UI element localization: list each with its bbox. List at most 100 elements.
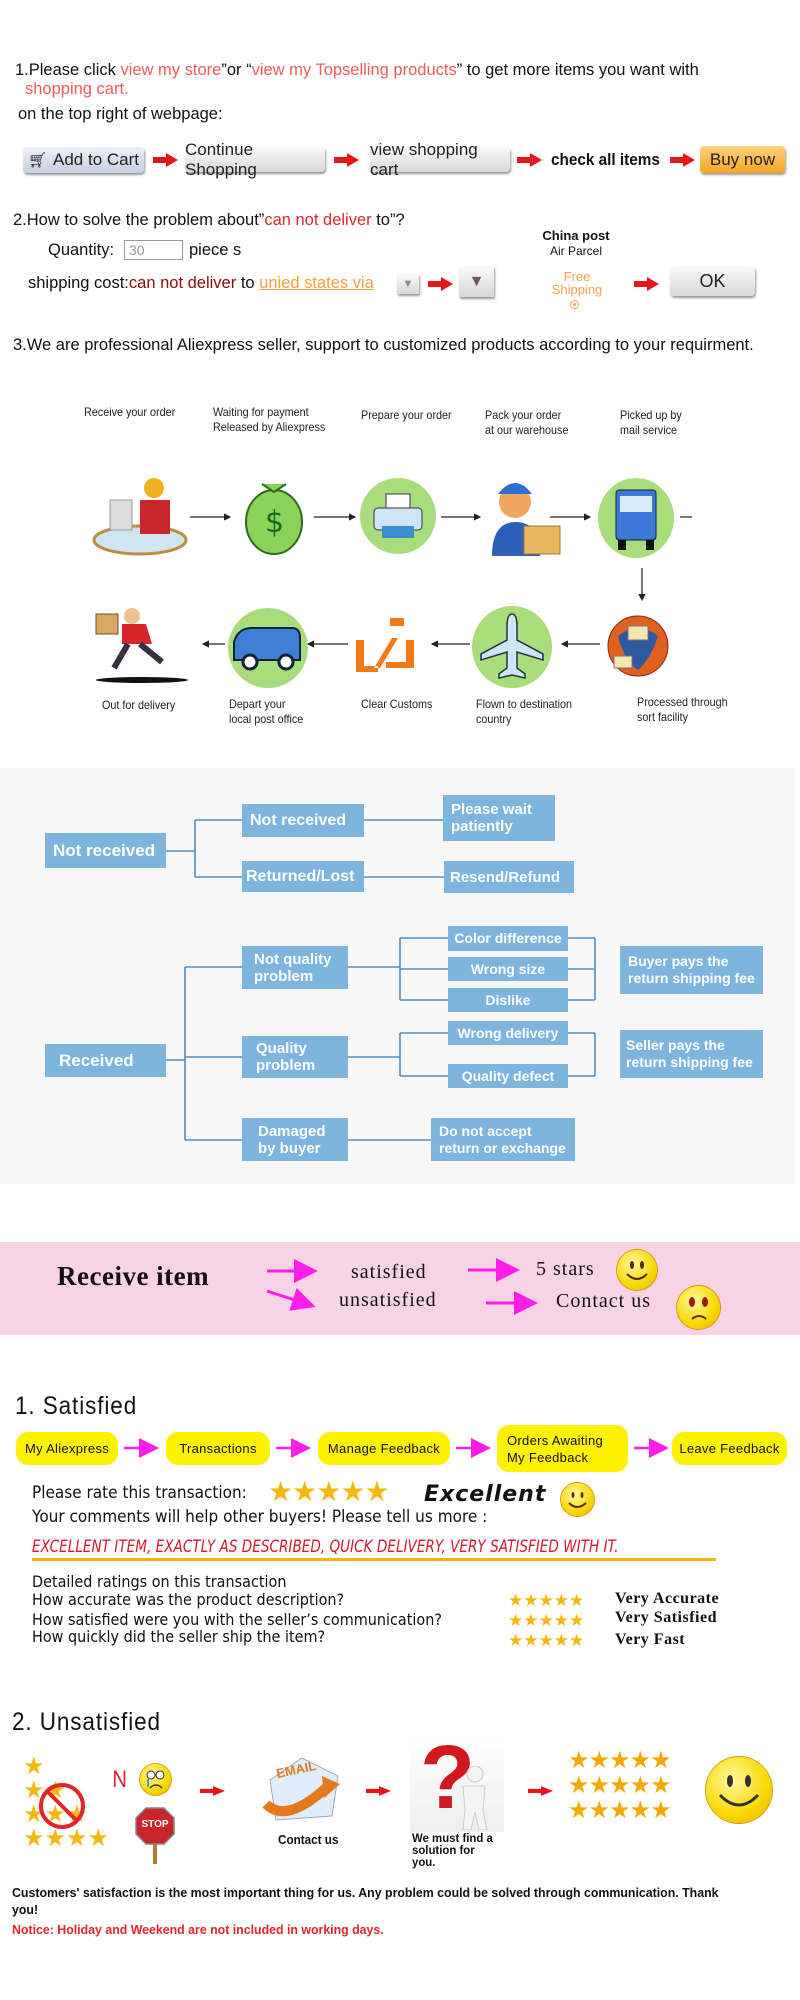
- satisfied-title: 1. Satisfied: [15, 1392, 138, 1420]
- unsatisfied-title: 2. Unsatisfied: [12, 1708, 161, 1736]
- quantity-unit: piece s: [189, 241, 242, 259]
- step-leave-feedback[interactable]: Leave Feedback: [672, 1432, 787, 1465]
- banner-arrows: [266, 1258, 538, 1315]
- courier-icon: [92, 604, 192, 686]
- shipping-radio[interactable]: [570, 300, 579, 309]
- answer: Very Accurate: [615, 1590, 720, 1607]
- n-letter: N: [112, 1766, 128, 1793]
- unsatisfied-text: unsatisfied: [339, 1289, 437, 1311]
- arrow-icon: [528, 1786, 570, 1796]
- node-please-wait: Please wait patiently: [443, 795, 555, 841]
- contact-us-text: Contact us: [556, 1290, 651, 1312]
- arrow-icon: [366, 1786, 408, 1796]
- view-my-store-link[interactable]: view my store: [120, 61, 222, 79]
- rating-stars[interactable]: ★★★★★: [268, 1476, 390, 1507]
- truck-icon: [598, 478, 674, 558]
- detailed-heading: Detailed ratings on this transaction: [32, 1572, 287, 1591]
- rating-stars-small: ★★★★★: [508, 1611, 585, 1630]
- node-damaged-by-buyer: Damaged by buyer: [242, 1118, 348, 1161]
- rate-label: Please rate this transaction:: [32, 1483, 247, 1503]
- tree-connectors: [166, 819, 596, 1141]
- node-not-quality-problem: Not quality problem: [242, 946, 348, 989]
- topselling-link[interactable]: view my Topselling products: [251, 61, 457, 79]
- node-not-received: Not received: [242, 804, 364, 837]
- feedback-text[interactable]: EXCELLENT ITEM, EXACTLY AS DESCRIBED, QU…: [32, 1537, 619, 1557]
- node-resend-refund: Resend/Refund: [444, 861, 574, 893]
- carrier-name: China post: [542, 228, 610, 243]
- step-arrows: [124, 1438, 669, 1458]
- printer-icon: [360, 478, 436, 554]
- customs-icon: [352, 612, 422, 682]
- node-wrong-delivery: Wrong delivery: [448, 1021, 568, 1045]
- arrow-icon: [428, 277, 454, 291]
- arrow-icon: [153, 153, 179, 167]
- question: How satisfied were you with the seller’s…: [32, 1610, 442, 1629]
- notice-text: Notice: Holiday and Weekend are not incl…: [12, 1922, 384, 1937]
- node-returned-lost: Returned/Lost: [242, 861, 364, 892]
- arrow-icon: [634, 277, 660, 291]
- carrier-service: Air Parcel: [549, 244, 602, 258]
- process-arrows: [190, 513, 692, 648]
- step-label: Flown to destination country: [476, 697, 573, 726]
- quantity-input[interactable]: [124, 240, 183, 260]
- step-my-aliexpress[interactable]: My Aliexpress: [16, 1432, 118, 1465]
- person-computer-icon: [92, 470, 192, 562]
- dropdown-small-icon[interactable]: ▼: [397, 274, 419, 294]
- node-quality-defect: Quality defect: [448, 1064, 568, 1088]
- crying-face-icon: [140, 1764, 171, 1795]
- node-buyer-pays: Buyer pays the return shipping fee: [620, 946, 763, 994]
- globe-mail-icon: [602, 606, 674, 686]
- shopping-cart-text: shopping cart.: [25, 80, 129, 98]
- buy-now-button[interactable]: Buy now: [700, 146, 785, 173]
- instruction-line-2: on the top right of webpage:: [18, 105, 223, 123]
- question: How accurate was the product description…: [32, 1590, 345, 1609]
- section3-title: 3.We are professional Aliexpress seller,…: [13, 336, 754, 354]
- node-dislike: Dislike: [448, 988, 568, 1012]
- rating-stars-small: ★★★★★: [508, 1591, 585, 1610]
- node-wrong-size: Wrong size: [448, 957, 568, 981]
- step-label: Out for delivery: [102, 698, 176, 712]
- step-label: Processed through sort facility: [637, 695, 728, 724]
- comments-prompt: Your comments will help other buyers! Pl…: [32, 1507, 488, 1527]
- smiley-face-icon: [561, 1483, 594, 1516]
- step-label: Pack your order at our warehouse: [485, 408, 569, 437]
- check-all-items-text: check all items: [551, 150, 660, 169]
- rating-word: Excellent: [424, 1482, 547, 1507]
- arrow-icon: [334, 153, 360, 167]
- shipping-cost-line: shipping cost:can not deliver to unied s…: [28, 274, 374, 292]
- shipping-method-link[interactable]: unied states via: [259, 274, 374, 292]
- step-manage-feedback[interactable]: Manage Feedback: [318, 1432, 450, 1465]
- feedback-underline: [32, 1558, 716, 1561]
- van-icon: [228, 608, 308, 688]
- arrow-icon: [200, 1786, 242, 1796]
- node-seller-pays: Seller pays the return shipping fee: [620, 1030, 763, 1078]
- dropdown-large-icon[interactable]: ▼: [459, 266, 494, 297]
- question: How quickly did the seller ship the item…: [32, 1627, 326, 1646]
- footer-text: Customers' satisfaction is the most impo…: [12, 1885, 719, 1917]
- step-label: Receive your order: [84, 405, 176, 419]
- airplane-icon: [472, 606, 552, 688]
- free-shipping-text: Free Shipping: [551, 269, 603, 297]
- add-to-cart-button[interactable]: 🛒︎ Add to Cart: [23, 147, 144, 173]
- step-label: Clear Customs: [361, 697, 433, 711]
- step-orders-awaiting[interactable]: Orders Awaiting My Feedback: [497, 1425, 628, 1472]
- stars-grid-icon: ★★★★★ ★★★★★ ★★★★★: [568, 1747, 672, 1824]
- receive-item-text: Receive item: [57, 1261, 210, 1291]
- satisfied-text: satisfied: [351, 1261, 427, 1283]
- step-label: Prepare your order: [361, 408, 452, 422]
- step-label: Picked up by mail service: [620, 408, 682, 437]
- section2-title: 2.How to solve the problem about”can not…: [13, 211, 405, 229]
- quantity-label: Quantity:: [48, 241, 115, 259]
- node-received-root: Received: [45, 1044, 166, 1077]
- instruction-line: 1.Please click view my store”or “view my…: [15, 61, 699, 79]
- node-not-received-root: Not received: [45, 833, 166, 868]
- step-transactions[interactable]: Transactions: [166, 1432, 270, 1465]
- arrow-icon: [517, 153, 543, 167]
- no-stars-icon: ★ ★★ ★★★ ★★★★: [23, 1753, 110, 1852]
- answer: Very Fast: [615, 1631, 686, 1648]
- rating-stars-small: ★★★★★: [508, 1631, 585, 1650]
- node-color-difference: Color difference: [448, 926, 568, 951]
- ok-button[interactable]: OK: [670, 266, 755, 296]
- step-label: Waiting for payment Released by Aliexpres…: [213, 405, 326, 434]
- money-bag-icon: $: [232, 470, 312, 562]
